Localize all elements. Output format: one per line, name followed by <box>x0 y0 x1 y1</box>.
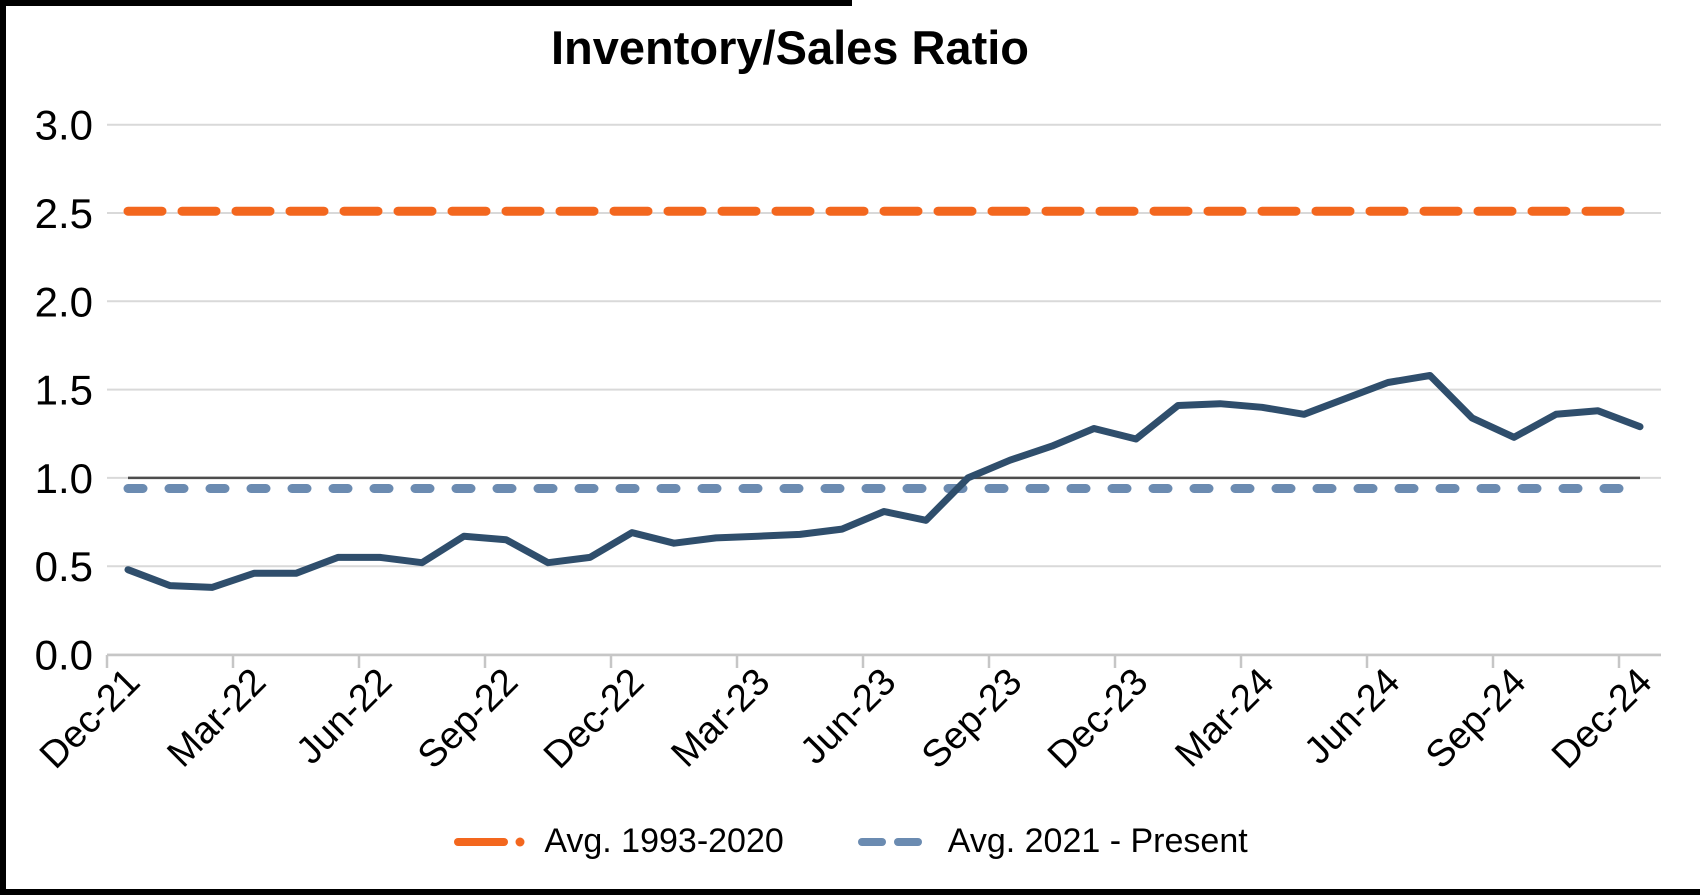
x-axis-tick-label: Sep-23 <box>914 661 1030 777</box>
frame-border-top <box>0 0 852 6</box>
legend-item-avg-2021-present: Avg. 2021 - Present <box>856 822 1248 861</box>
x-axis-tick-label: Mar-23 <box>664 661 779 776</box>
y-axis-tick-label: 2.5 <box>35 190 93 237</box>
x-axis-tick-label: Dec-22 <box>536 661 652 777</box>
y-axis-tick-label: 0.0 <box>35 632 93 679</box>
x-axis-tick-label: Sep-24 <box>1418 661 1534 777</box>
y-axis-tick-label: 1.0 <box>35 455 93 502</box>
legend: Avg. 1993-2020 Avg. 2021 - Present <box>0 822 1700 861</box>
y-axis-tick-label: 0.5 <box>35 543 93 590</box>
x-axis-tick-label: Sep-22 <box>410 661 526 777</box>
x-axis-tick-label: Jun-22 <box>288 661 400 773</box>
frame-border-bottom <box>0 889 1700 895</box>
frame-border-left <box>0 0 6 895</box>
y-axis-tick-label: 1.5 <box>35 367 93 414</box>
x-axis-tick-label: Jun-24 <box>1296 661 1408 773</box>
chart-title: Inventory/Sales Ratio <box>551 21 1029 74</box>
x-axis-tick-label: Dec-23 <box>1040 661 1156 777</box>
y-axis-tick-label: 3.0 <box>35 102 93 149</box>
y-axis-tick-label: 2.0 <box>35 278 93 325</box>
x-axis-tick-label: Jun-23 <box>792 661 904 773</box>
legend-key-avg-2021-present-icon <box>857 837 922 846</box>
legend-label-avg-1993-2020: Avg. 1993-2020 <box>544 822 784 860</box>
x-axis-tick-label: Mar-22 <box>160 661 275 776</box>
x-axis-tick-label: Dec-24 <box>1544 661 1660 777</box>
legend-key-avg-1993-2020-icon <box>454 837 525 846</box>
legend-label-avg-2021-present: Avg. 2021 - Present <box>947 822 1248 860</box>
inventory-sales-ratio-series-line <box>124 372 1644 591</box>
legend-item-avg-1993-2020: Avg. 1993-2020 <box>452 822 784 861</box>
x-axis-tick-label: Mar-24 <box>1168 661 1283 776</box>
